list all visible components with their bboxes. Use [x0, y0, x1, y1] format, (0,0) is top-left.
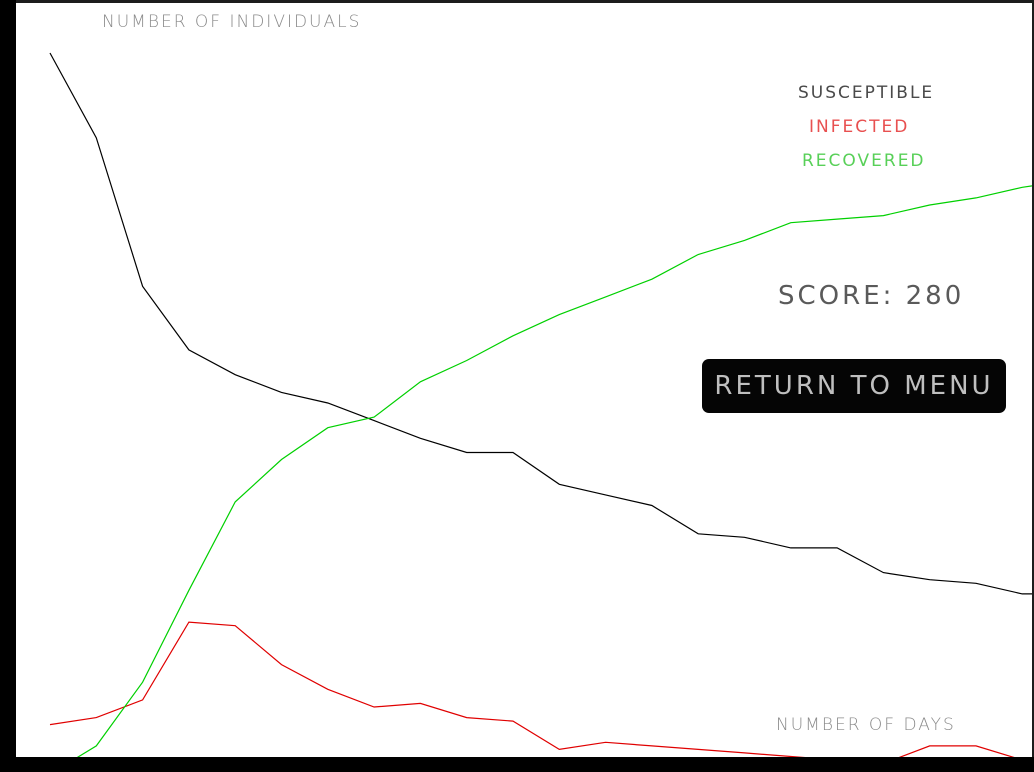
- window-left-border: [0, 0, 16, 772]
- legend-recovered: RECOVERED: [802, 151, 926, 171]
- y-axis-label: NUMBER OF INDIVIDUALS: [102, 12, 362, 32]
- legend-susceptible: SUSCEPTIBLE: [798, 83, 935, 103]
- window-top-border: [0, 0, 1034, 3]
- chart-canvas: NUMBER OF INDIVIDUALS NUMBER OF DAYS SUS…: [16, 3, 1032, 757]
- score-display: SCORE: 280: [778, 281, 965, 311]
- series-line-recovered: [76, 185, 1032, 757]
- return-to-menu-button[interactable]: RETURN TO MENU: [702, 359, 1006, 413]
- window-bottom-border: [0, 757, 1034, 772]
- series-line-susceptible: [49, 52, 1032, 595]
- chart-svg: [49, 52, 1032, 757]
- window-right-border: [1032, 0, 1034, 772]
- legend-infected: INFECTED: [809, 117, 910, 137]
- x-axis-label: NUMBER OF DAYS: [776, 715, 956, 735]
- series-line-infected: [49, 621, 1015, 757]
